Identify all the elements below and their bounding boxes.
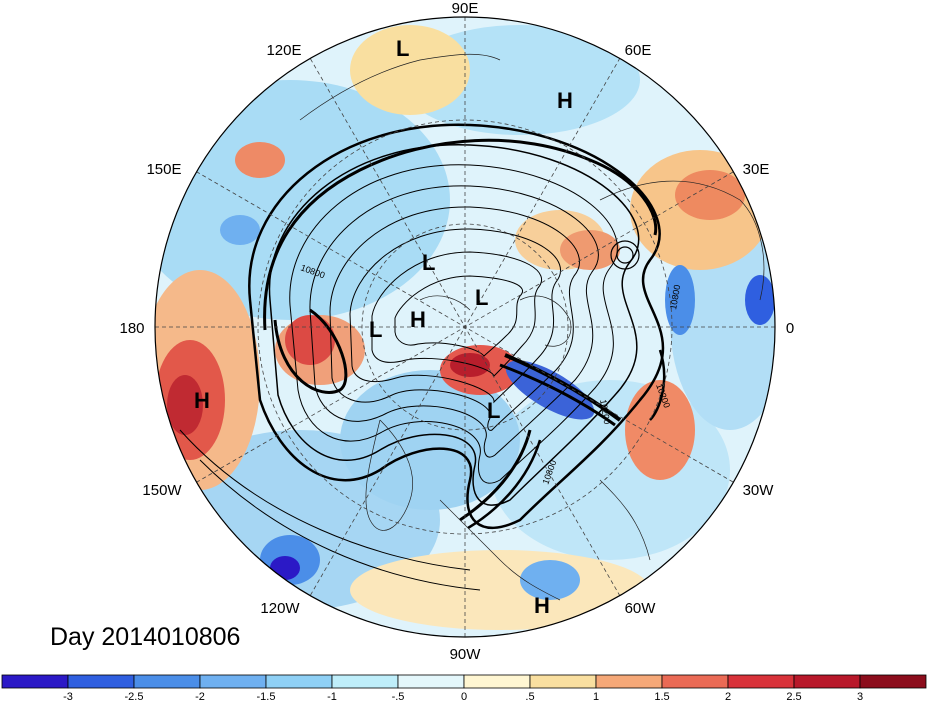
colorbar-swatch	[529, 674, 597, 689]
colorbar-tick-label: 2.5	[786, 691, 801, 702]
colorbar-swatch	[727, 674, 795, 689]
high-pressure-label: H	[410, 307, 426, 332]
colorbar-tick-label: -1	[327, 691, 337, 702]
colorbar-tick-label: -.5	[392, 691, 405, 702]
longitude-labels: 90E 60E 30E 0 30W 60W 90W 120W 150W 180 …	[119, 0, 794, 663]
lon-label-0: 0	[786, 320, 794, 337]
pressure-centers: L H L L L H L H H	[194, 36, 573, 618]
low-pressure-label: L	[422, 250, 435, 275]
colorbar-tick-label: -1.5	[257, 691, 276, 702]
colorbar-swatch	[133, 674, 201, 689]
lon-label-60w: 60W	[625, 600, 657, 617]
lon-label-90e: 90E	[452, 0, 479, 17]
colorbar-swatch	[67, 674, 135, 689]
colorbar-swatch	[859, 674, 927, 689]
colorbar-tick-label: 1.5	[654, 691, 669, 702]
lon-label-150w: 150W	[142, 482, 182, 499]
colorbar-tick-label: 3	[857, 691, 863, 702]
low-pressure-label: L	[487, 398, 500, 423]
date-label: Day 2014010806	[50, 623, 240, 651]
colorbar-swatch	[397, 674, 465, 689]
lon-label-90w: 90W	[450, 646, 482, 663]
colorbar-tick-label: -3	[63, 691, 73, 702]
contour-label: 10200	[598, 399, 612, 425]
lon-label-30e: 30E	[743, 161, 770, 178]
lon-label-120w: 120W	[260, 600, 300, 617]
contour-label: 10800	[668, 284, 682, 310]
high-pressure-label: H	[534, 593, 550, 618]
colorbar-swatch	[265, 674, 333, 689]
lon-label-180: 180	[119, 320, 144, 337]
low-pressure-label: L	[475, 285, 488, 310]
colorbar-tick-label: 2	[725, 691, 731, 702]
colorbar-swatch	[1, 674, 69, 689]
colorbar-tick-label: .5	[525, 691, 534, 702]
colorbar-swatch	[331, 674, 399, 689]
colorbar-tick-label: 1	[593, 691, 599, 702]
colorbar: -3 -2.5 -2 -1.5 -1 -.5 0 .5 1 1.5 2 2.5 3	[1, 674, 927, 702]
graticule	[155, 17, 775, 637]
map-boundary	[154, 16, 776, 638]
colorbar-swatch	[661, 674, 729, 689]
high-pressure-label: H	[557, 88, 573, 113]
lon-label-60e: 60E	[625, 42, 652, 59]
colorbar-tick-label: 0	[461, 691, 467, 702]
coastlines	[299, 53, 765, 601]
colorbar-swatch	[199, 674, 267, 689]
colorbar-swatch	[595, 674, 663, 689]
colorbar-swatch	[793, 674, 861, 689]
lon-label-120e: 120E	[266, 42, 301, 59]
colorbar-tick-label: -2.5	[125, 691, 144, 702]
colorbar-tick-label: -2	[195, 691, 205, 702]
colorbar-swatch	[463, 674, 531, 689]
low-pressure-label: L	[369, 317, 382, 342]
low-pressure-label: L	[396, 36, 409, 61]
lon-label-30w: 30W	[743, 482, 775, 499]
high-pressure-label: H	[194, 388, 210, 413]
lon-label-150e: 150E	[146, 161, 181, 178]
